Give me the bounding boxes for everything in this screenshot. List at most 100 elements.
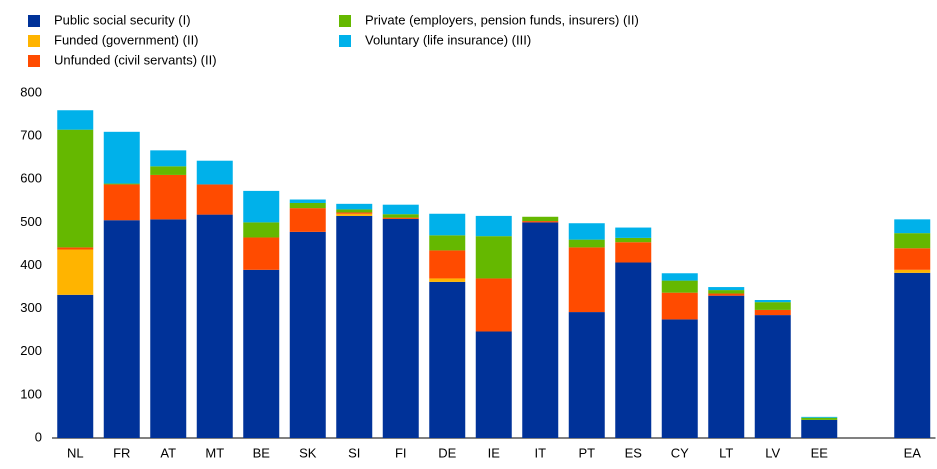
bar-segment: [150, 219, 187, 438]
bar-segment: [382, 217, 419, 219]
bar-segment: [475, 278, 512, 332]
bar-segment: [196, 214, 233, 438]
legend-label: Funded (government) (II): [54, 32, 199, 47]
x-tick-label: FR: [113, 445, 130, 460]
legend-swatch: [28, 15, 40, 27]
bar-segment: [57, 110, 94, 130]
bar-segment: [336, 209, 373, 213]
legend-label: Voluntary (life insurance) (III): [365, 32, 531, 47]
bar-segment: [568, 223, 605, 240]
bar-segment: [57, 249, 94, 295]
x-tick-label: NL: [67, 445, 84, 460]
y-tick-label: 100: [20, 386, 42, 401]
y-tick-label: 300: [20, 300, 42, 315]
bar-segment: [382, 218, 419, 438]
y-tick-label: 500: [20, 214, 42, 229]
bar-segment: [336, 215, 373, 438]
x-tick-label: LV: [765, 445, 780, 460]
bar-segment: [429, 281, 466, 438]
bar-segment: [522, 221, 559, 223]
bar-segment: [894, 269, 931, 273]
bar-segment: [429, 278, 466, 282]
x-tick-label: AT: [160, 445, 176, 460]
bar-segment: [336, 212, 373, 214]
legend-swatch: [28, 35, 40, 47]
bar-segment: [708, 293, 745, 296]
bar-segment: [57, 247, 94, 250]
bar-segment: [661, 273, 698, 281]
bar-segment: [754, 309, 791, 316]
bar-segment: [894, 248, 931, 270]
bar-segment: [708, 287, 745, 291]
bar-segment: [150, 166, 187, 175]
bar-segment: [754, 302, 791, 310]
x-tick-label: LT: [719, 445, 733, 460]
bar-segment: [196, 184, 233, 215]
bar-segment: [894, 272, 931, 438]
x-tick-label: MT: [205, 445, 224, 460]
bar-segment: [661, 319, 698, 438]
bar-segment: [196, 160, 233, 185]
bar-segment: [150, 150, 187, 167]
bar-segment: [150, 174, 187, 220]
y-tick-label: 0: [35, 429, 42, 444]
bar-segment: [661, 280, 698, 293]
bar-segment: [661, 292, 698, 320]
bar-segment: [103, 184, 140, 221]
legend-label: Public social security (I): [54, 12, 191, 27]
bar-segment: [243, 190, 280, 223]
legend-swatch: [339, 15, 351, 27]
y-tick-label: 600: [20, 171, 42, 186]
bar-segment: [429, 235, 466, 251]
bar-segment: [243, 269, 280, 438]
bar-segment: [289, 199, 326, 203]
bar-segment: [894, 233, 931, 249]
x-tick-label: IE: [488, 445, 501, 460]
bar-segment: [568, 239, 605, 248]
x-tick-label: EA: [904, 445, 922, 460]
bar-segment: [801, 416, 838, 418]
bar-segment: [754, 300, 791, 303]
y-tick-label: 700: [20, 128, 42, 143]
x-tick-label: SI: [348, 445, 360, 460]
bar-segment: [429, 213, 466, 236]
y-tick-label: 200: [20, 343, 42, 358]
y-tick-label: 800: [20, 84, 42, 99]
bar-segment: [615, 227, 652, 238]
bar-segment: [382, 204, 419, 215]
y-tick-label: 400: [20, 257, 42, 272]
x-tick-label: ES: [625, 445, 643, 460]
bar-segment: [382, 214, 419, 218]
bar-segment: [615, 237, 652, 243]
x-tick-label: EE: [811, 445, 829, 460]
bar-segment: [57, 294, 94, 438]
bar-segment: [801, 417, 838, 420]
bar-segment: [754, 315, 791, 438]
bar-segment: [429, 250, 466, 279]
bar-segment: [522, 216, 559, 222]
bar-segment: [475, 236, 512, 279]
bar-segment: [615, 262, 652, 438]
legend-label: Unfunded (civil servants) (II): [54, 52, 217, 67]
x-tick-label: PT: [578, 445, 595, 460]
bar-segment: [243, 222, 280, 238]
bar-segment: [708, 290, 745, 294]
bar-segment: [57, 129, 94, 248]
bar-segment: [568, 247, 605, 313]
bar-segment: [103, 220, 140, 438]
x-tick-label: FI: [395, 445, 407, 460]
x-tick-label: BE: [253, 445, 271, 460]
bar-segment: [615, 242, 652, 263]
bar-segment: [475, 215, 512, 237]
bar-segment: [568, 312, 605, 438]
bar-segment: [894, 219, 931, 234]
bar-segment: [243, 237, 280, 270]
legend-swatch: [28, 55, 40, 67]
bar-segment: [801, 419, 838, 438]
x-tick-label: CY: [671, 445, 689, 460]
x-tick-label: DE: [438, 445, 456, 460]
bar-segment: [475, 331, 512, 438]
bar-segment: [289, 231, 326, 438]
bar-segment: [708, 295, 745, 438]
